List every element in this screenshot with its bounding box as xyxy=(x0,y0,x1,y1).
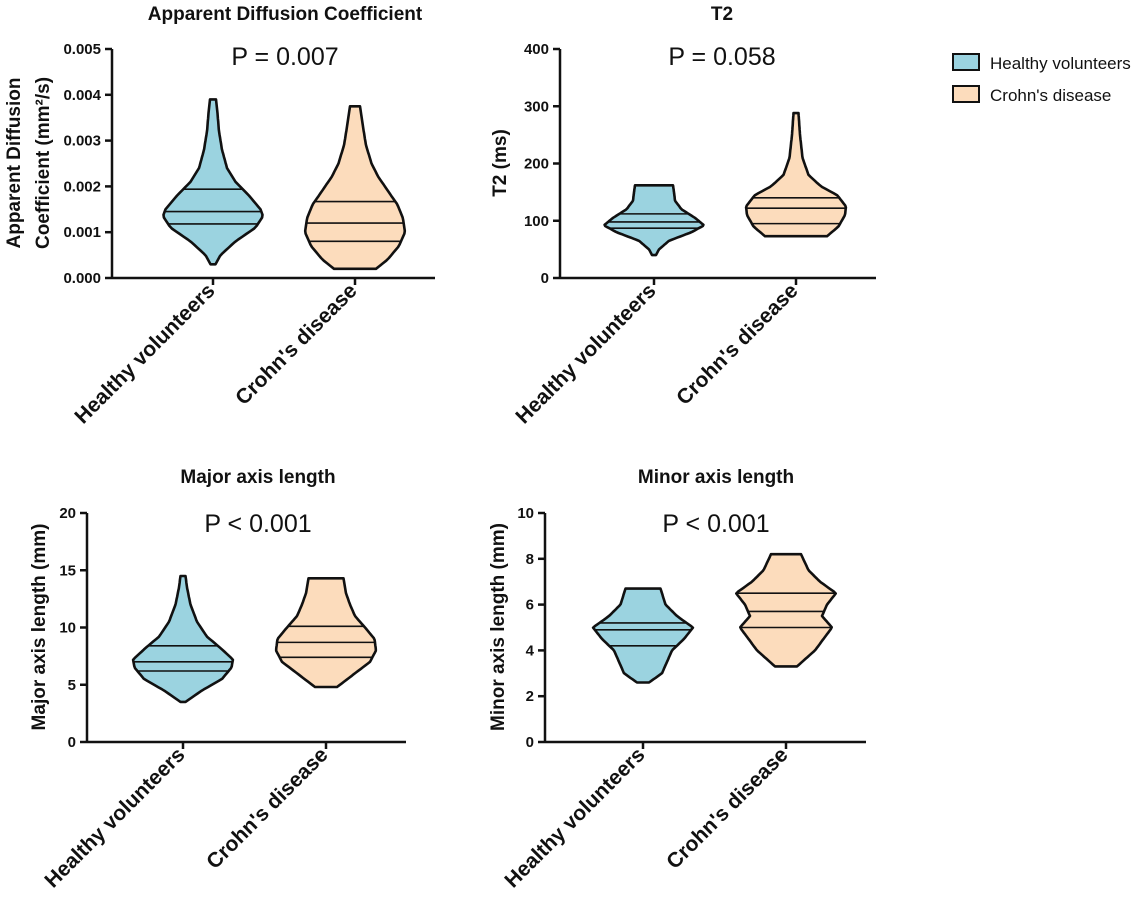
category-label: Healthy volunteers xyxy=(70,279,219,428)
legend: Healthy volunteers Crohn's disease xyxy=(952,53,1131,105)
y-tick-label: 15 xyxy=(59,562,76,579)
y-tick-label: 0.002 xyxy=(63,178,101,195)
y-tick-label: 2 xyxy=(526,688,534,705)
violin-shape xyxy=(603,184,705,257)
y-tick-label: 0.000 xyxy=(63,270,101,287)
y-tick-label: 10 xyxy=(59,620,76,637)
p-value: P = 0.007 xyxy=(231,43,338,71)
category-label: Healthy volunteers xyxy=(511,279,660,428)
category-label: Crohn's disease xyxy=(231,279,361,409)
legend-swatch-healthy xyxy=(952,53,980,71)
y-axis-label: T2 (ms) xyxy=(490,129,511,197)
violin-shape xyxy=(274,577,378,689)
p-value: P < 0.001 xyxy=(662,510,769,538)
p-value: P = 0.058 xyxy=(668,43,775,71)
violin-shape xyxy=(735,552,837,668)
chart-title: Apparent Diffusion Coefficient xyxy=(148,4,423,25)
chart-panel: Minor axis length P < 0.001 Minor axis len… xyxy=(488,467,866,892)
violin-shape xyxy=(131,574,235,704)
legend-swatch-crohns xyxy=(952,85,980,103)
violin-shape xyxy=(162,98,264,266)
chart-title: Major axis length xyxy=(180,467,335,488)
chart-title: Minor axis length xyxy=(638,467,794,488)
y-tick-label: 0 xyxy=(68,734,76,751)
y-tick-label: 300 xyxy=(524,98,549,115)
y-tick-label: 8 xyxy=(526,551,534,568)
violin-shape xyxy=(744,111,848,238)
chart-panel: Apparent Diffusion Coefficient P = 0.007 A… xyxy=(4,4,435,428)
y-axis-label: Coefficient (mm²/s) xyxy=(33,77,54,249)
violin-shape xyxy=(591,587,695,684)
y-axis-label: Major axis length (mm) xyxy=(29,524,50,731)
y-tick-label: 0.004 xyxy=(63,87,101,104)
y-tick-label: 10 xyxy=(517,505,534,522)
y-tick-label: 100 xyxy=(524,213,549,230)
legend-label-crohns: Crohn's disease xyxy=(990,86,1111,105)
category-label: Healthy volunteers xyxy=(40,743,189,892)
y-tick-label: 4 xyxy=(526,642,535,659)
category-label: Healthy volunteers xyxy=(500,743,649,892)
violin-shape xyxy=(303,105,407,271)
category-label: Crohn's disease xyxy=(202,743,332,873)
legend-label-healthy: Healthy volunteers xyxy=(990,54,1131,73)
chart-panels: Apparent Diffusion Coefficient P = 0.007 A… xyxy=(4,4,876,892)
chart-panel: T2 P = 0.058 T2 (ms) 0 100 200 300 400 Healthy v… xyxy=(490,4,876,428)
y-tick-label: 6 xyxy=(526,597,534,614)
chart-panel: Major axis length P < 0.001 Major axis len… xyxy=(29,467,406,892)
y-tick-label: 0.001 xyxy=(63,224,101,241)
y-tick-label: 5 xyxy=(68,677,76,694)
y-tick-label: 20 xyxy=(59,505,76,522)
y-tick-label: 0.005 xyxy=(63,41,101,58)
y-tick-label: 0.003 xyxy=(63,133,101,150)
y-tick-label: 400 xyxy=(524,41,549,58)
y-axis-label: Minor axis length (mm) xyxy=(488,523,509,731)
y-tick-label: 200 xyxy=(524,156,549,173)
category-label: Crohn's disease xyxy=(672,279,802,409)
category-label: Crohn's disease xyxy=(662,743,792,873)
chart-title: T2 xyxy=(711,4,733,25)
p-value: P < 0.001 xyxy=(204,510,311,538)
y-tick-label: 0 xyxy=(541,270,549,287)
y-axis-label: Apparent Diffusion xyxy=(4,78,25,249)
y-tick-label: 0 xyxy=(526,734,534,751)
